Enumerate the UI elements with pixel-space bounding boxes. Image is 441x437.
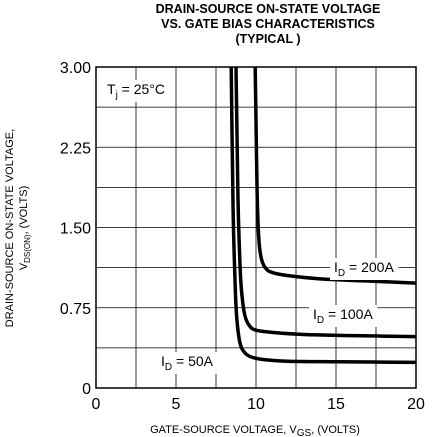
curves [229, 66, 417, 365]
x-axis-label-tail: , (VOLTS) [311, 424, 360, 436]
y-axis-label-line-1: DRAIN-SOURCE ON-STATE VOLTAGE, [4, 129, 16, 327]
y-tick-label: 0.75 [60, 301, 91, 318]
series-200A-sub: D [338, 268, 345, 279]
series-label-50A-background [157, 352, 218, 374]
title-line-2: VS. GATE BIAS CHARACTERISTICS [161, 17, 375, 31]
annotation-main: T [107, 81, 116, 97]
series-label-200A-background [330, 258, 399, 280]
series-50A-sub: D [165, 362, 172, 373]
series-label-100A-text: ID = 100A [313, 306, 373, 326]
series-label-200A: ID = 200A [330, 258, 399, 280]
annotation-background [103, 80, 170, 102]
series-label-50A-text: ID = 50A [161, 353, 214, 373]
y-axis-label-sub: DS(ON) [23, 234, 32, 263]
x-tick-label: 15 [327, 396, 345, 413]
series-line-200A [253, 66, 417, 285]
series-label-50A: ID = 50A [157, 352, 218, 374]
series-100A-tail: = 100A [324, 306, 373, 322]
y-tick-label: 3.00 [60, 60, 91, 77]
y-tick-label: 1.50 [60, 221, 91, 238]
y-tick-label: 2.25 [60, 140, 91, 157]
x-tick-label: 10 [247, 396, 265, 413]
series-label-100A: ID = 100A [309, 305, 378, 327]
series-50A-main: I [161, 353, 165, 369]
x-axis-label-main: GATE-SOURCE VOLTAGE, V [150, 424, 297, 436]
series-100A-sub: D [317, 315, 324, 326]
y-axis-label-main: V [18, 262, 30, 270]
chart-title: DRAIN-SOURCE ON-STATE VOLTAGE VS. GATE B… [156, 2, 381, 46]
y-axis-label: DRAIN-SOURCE ON-STATE VOLTAGE, VDS(ON), … [4, 129, 32, 327]
series-label-100A-background [309, 305, 378, 327]
annotation-tail: = 25°C [118, 81, 165, 97]
series-label-200A-text: ID = 200A [334, 259, 394, 279]
title-line-1: DRAIN-SOURCE ON-STATE VOLTAGE [156, 2, 381, 16]
series-200A-main: I [334, 259, 338, 275]
x-axis-label: GATE-SOURCE VOLTAGE, VGS, (VOLTS) [150, 424, 360, 437]
y-tick-labels: 0 0.75 1.50 2.25 3.00 [60, 60, 91, 398]
annotation-sub: j [115, 90, 118, 101]
series-line-50A [229, 66, 417, 365]
annotation-temperature: Tj = 25°C [103, 80, 170, 102]
x-tick-labels: 0 5 10 15 20 [92, 396, 425, 413]
series-200A-tail: = 200A [345, 259, 394, 275]
x-tick-label: 20 [407, 396, 425, 413]
y-axis-label-tail: , (VOLTS) [18, 186, 30, 235]
x-tick-label: 0 [92, 396, 101, 413]
y-tick-label: 0 [82, 381, 91, 398]
x-tick-label: 5 [172, 396, 181, 413]
title-line-3: (TYPICAL ) [235, 32, 300, 46]
x-axis-label-sub: GS [297, 428, 312, 437]
annotation-text: Tj = 25°C [107, 81, 165, 101]
series-100A-main: I [313, 306, 317, 322]
series-line-100A [234, 66, 417, 339]
y-axis-label-line-2: VDS(ON), (VOLTS) [18, 186, 32, 271]
series-50A-tail: = 50A [172, 353, 214, 369]
